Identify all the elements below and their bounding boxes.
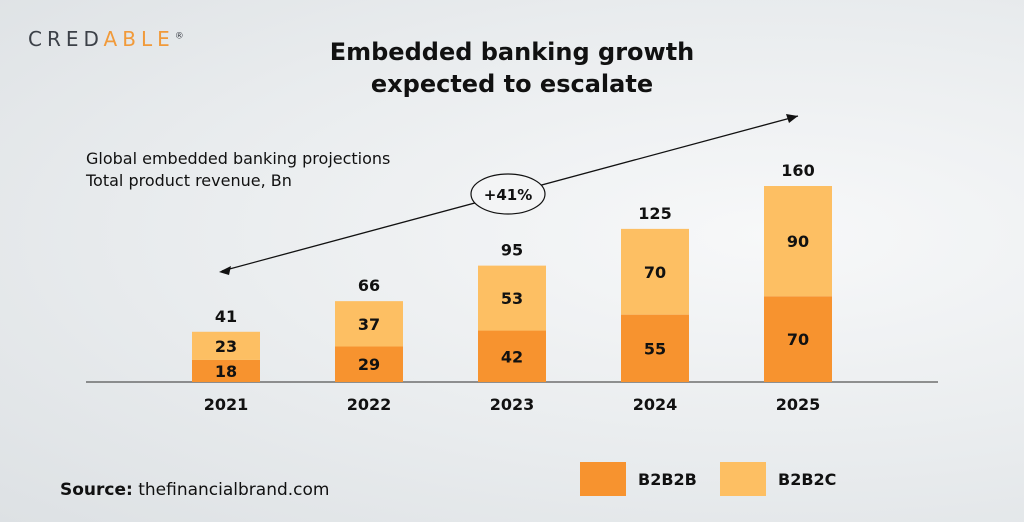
bar-b2b2c-2021 [192, 331, 260, 360]
legend-item-b2b2c: B2B2C [720, 462, 836, 496]
arrow-head-icon [786, 114, 798, 123]
data-label: 53 [501, 289, 523, 308]
bar-b2b2c-2023 [478, 265, 546, 331]
bar-b2b2b-2023 [478, 330, 546, 382]
bar-b2b2c-2022 [335, 301, 403, 347]
data-label: 90 [787, 232, 809, 251]
data-label: 42 [501, 347, 523, 366]
source-note: Source: thefinancialbrand.com [60, 480, 330, 500]
x-tick-label: 2025 [776, 395, 821, 414]
chart-subtitle: Global embedded banking projections Total… [86, 149, 391, 190]
legend-swatch [720, 462, 766, 496]
bar-b2b2c-2024 [621, 228, 689, 315]
data-label: 55 [644, 339, 666, 358]
bar-b2b2b-2022 [335, 346, 403, 382]
data-label: 23 [215, 337, 237, 356]
bar-b2b2c-2025 [764, 186, 832, 297]
data-label: 37 [358, 315, 380, 334]
x-tick-label: 2023 [490, 395, 535, 414]
x-tick-label: 2021 [204, 395, 249, 414]
arrow-tail-icon [219, 266, 231, 275]
total-label: 95 [501, 241, 523, 260]
data-label: 18 [215, 362, 237, 381]
data-label: 70 [644, 263, 666, 282]
x-tick-label: 2024 [633, 395, 678, 414]
growth-annotation: +41% [484, 186, 532, 204]
total-label: 41 [215, 307, 237, 326]
credable-logo: CREDABLE® [28, 27, 184, 51]
page-title: Embedded banking growth expected to escal… [329, 38, 695, 98]
growth-annotation-ellipse [470, 173, 546, 215]
total-label: 66 [358, 276, 380, 295]
data-label: 70 [787, 330, 809, 349]
bar-b2b2b-2025 [764, 296, 832, 382]
x-tick-label: 2022 [347, 395, 392, 414]
legend-swatch [580, 462, 626, 496]
bar-b2b2b-2021 [192, 359, 260, 382]
data-label: 29 [358, 355, 380, 374]
bar-b2b2b-2024 [621, 314, 689, 382]
legend-item-b2b2b: B2B2B [580, 462, 697, 496]
total-label: 160 [781, 161, 814, 180]
total-label: 125 [638, 204, 671, 223]
